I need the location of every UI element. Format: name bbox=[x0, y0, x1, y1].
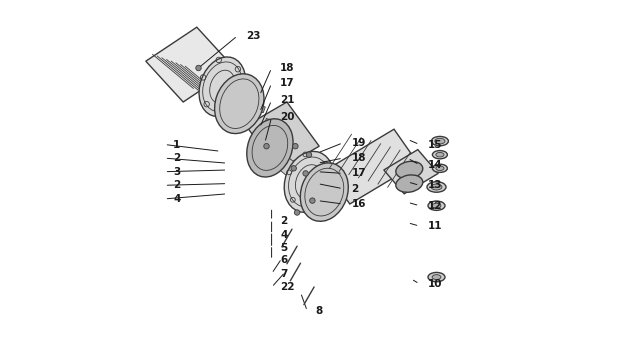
Circle shape bbox=[294, 210, 300, 215]
Text: 18: 18 bbox=[280, 63, 295, 73]
Ellipse shape bbox=[436, 166, 444, 171]
Text: 2: 2 bbox=[173, 180, 180, 190]
Text: 18: 18 bbox=[352, 153, 366, 163]
Ellipse shape bbox=[432, 203, 441, 208]
Ellipse shape bbox=[214, 74, 264, 134]
Text: 2: 2 bbox=[280, 216, 287, 226]
Circle shape bbox=[310, 198, 315, 203]
Ellipse shape bbox=[436, 152, 444, 157]
Polygon shape bbox=[251, 138, 316, 189]
Bar bbox=[270, 127, 287, 142]
Text: 3: 3 bbox=[173, 167, 180, 177]
Text: 1: 1 bbox=[173, 139, 180, 150]
Text: 5: 5 bbox=[280, 243, 287, 253]
Bar bbox=[258, 105, 265, 113]
Circle shape bbox=[196, 65, 201, 71]
Bar bbox=[265, 118, 272, 126]
Text: 10: 10 bbox=[428, 279, 442, 289]
Text: 13: 13 bbox=[428, 180, 442, 190]
Ellipse shape bbox=[427, 182, 446, 192]
Circle shape bbox=[293, 143, 298, 149]
Ellipse shape bbox=[428, 201, 445, 210]
Circle shape bbox=[264, 143, 269, 149]
Ellipse shape bbox=[435, 138, 445, 144]
Text: 6: 6 bbox=[280, 255, 287, 265]
Ellipse shape bbox=[431, 184, 442, 190]
Text: 2: 2 bbox=[173, 153, 180, 163]
Ellipse shape bbox=[431, 136, 449, 146]
Circle shape bbox=[307, 152, 311, 157]
Text: 23: 23 bbox=[246, 31, 261, 41]
Text: 20: 20 bbox=[280, 112, 295, 122]
Text: 17: 17 bbox=[280, 78, 295, 88]
Text: 11: 11 bbox=[428, 221, 442, 231]
Text: 21: 21 bbox=[280, 95, 295, 105]
Circle shape bbox=[303, 171, 308, 176]
Text: 16: 16 bbox=[352, 199, 366, 209]
Text: 2: 2 bbox=[352, 184, 359, 194]
Text: 7: 7 bbox=[280, 269, 287, 279]
Ellipse shape bbox=[396, 161, 423, 179]
Ellipse shape bbox=[428, 272, 445, 282]
Polygon shape bbox=[246, 102, 320, 170]
Circle shape bbox=[291, 166, 297, 171]
Ellipse shape bbox=[432, 275, 441, 279]
Ellipse shape bbox=[433, 151, 447, 159]
Text: 22: 22 bbox=[280, 282, 295, 292]
Text: 17: 17 bbox=[352, 168, 366, 179]
Text: 19: 19 bbox=[352, 138, 366, 148]
Ellipse shape bbox=[247, 119, 293, 177]
Text: 4: 4 bbox=[280, 230, 287, 240]
Text: 15: 15 bbox=[428, 139, 442, 150]
Polygon shape bbox=[384, 150, 438, 194]
Ellipse shape bbox=[199, 57, 245, 116]
Text: 12: 12 bbox=[428, 201, 442, 211]
Ellipse shape bbox=[396, 175, 423, 192]
Text: 4: 4 bbox=[173, 194, 180, 204]
Polygon shape bbox=[326, 129, 418, 204]
Bar bbox=[268, 132, 276, 140]
Ellipse shape bbox=[284, 151, 334, 212]
Ellipse shape bbox=[433, 164, 447, 172]
Polygon shape bbox=[146, 27, 234, 102]
Text: 8: 8 bbox=[316, 306, 323, 316]
Ellipse shape bbox=[300, 163, 349, 221]
Text: 14: 14 bbox=[428, 160, 442, 170]
Bar bbox=[256, 91, 264, 99]
